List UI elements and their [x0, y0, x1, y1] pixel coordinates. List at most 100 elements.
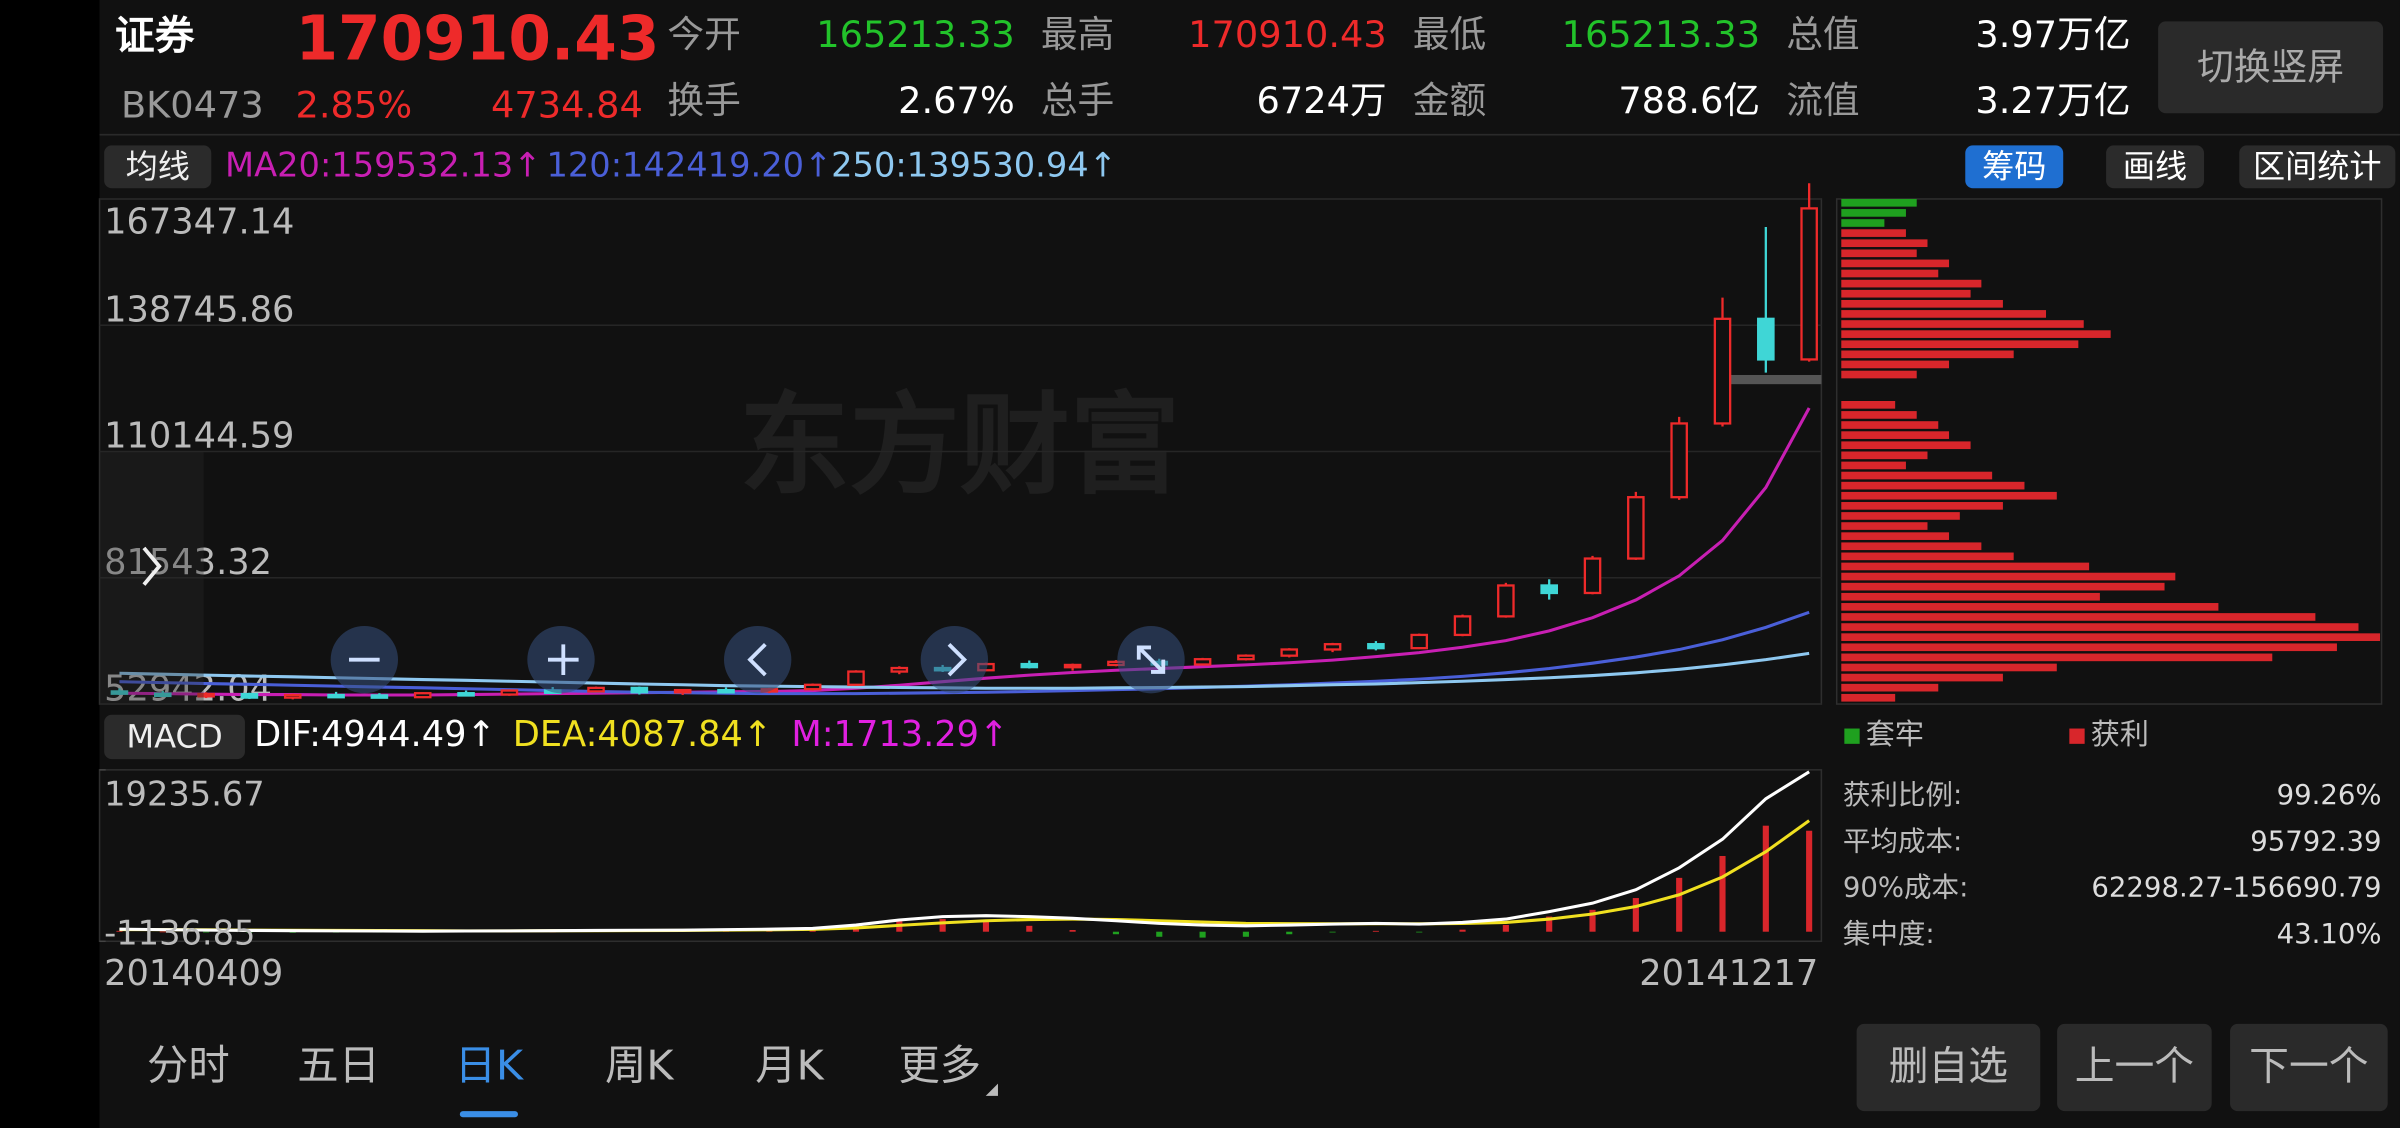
ma-line	[119, 610, 1810, 696]
macd-bar	[1372, 930, 1379, 932]
candle-body	[1367, 643, 1385, 650]
period-tab[interactable]: 周K	[605, 1041, 674, 1089]
chip-bar-profit	[1841, 431, 1950, 439]
chip-bar-profit	[1841, 572, 2176, 581]
nav-button[interactable]: 上一个	[2075, 1044, 2194, 1090]
candle-body	[197, 692, 215, 698]
nav-button-bg[interactable]	[2230, 1023, 2388, 1112]
ma-label: 120:142419.20↑	[546, 145, 832, 184]
tool-button-bg[interactable]	[2106, 145, 2205, 189]
zoom-button[interactable]	[920, 625, 989, 694]
candle-body	[1497, 584, 1515, 618]
chip-bar-profit	[1841, 289, 1971, 298]
chip-bar-profit	[1841, 279, 1982, 288]
field-value: 165213.33	[816, 13, 1015, 56]
tool-button[interactable]: 区间统计	[2253, 147, 2382, 185]
chip-bar-profit	[1841, 603, 2219, 611]
watermark: 东方财富	[739, 381, 1180, 509]
y-tick-label: 138745.86	[104, 289, 294, 330]
chip-bar-profit	[1841, 299, 2003, 308]
rotate-button-bg[interactable]	[2158, 21, 2384, 114]
period-tab[interactable]: 分时	[147, 1041, 230, 1089]
chip-bar-profit	[1841, 320, 2084, 328]
candle-body	[717, 688, 735, 694]
zoom-icon[interactable]	[747, 642, 767, 677]
field-label: 流值	[1786, 79, 1859, 122]
stat-label: 平均成本:	[1843, 825, 1962, 857]
candle-body	[1583, 557, 1602, 595]
chip-bar-profit	[1841, 633, 2381, 641]
macd-bar	[1199, 931, 1206, 938]
chip-bar-profit	[1841, 512, 1960, 520]
expand-arrow[interactable]	[142, 546, 162, 586]
macd-frame	[98, 769, 1823, 943]
macd-selector[interactable]: MACD	[126, 717, 222, 755]
stat-label: 集中度:	[1843, 918, 1935, 950]
chip-bar-profit	[1841, 673, 2003, 682]
macd-bar	[159, 931, 166, 933]
stock-name: 证券	[115, 13, 196, 59]
field-label: 最高	[1041, 13, 1114, 56]
macd-bar	[203, 931, 210, 933]
nav-button-bg[interactable]	[1856, 1023, 2041, 1112]
chip-bar-profit	[1841, 653, 2273, 662]
chip-bar-trapped	[1841, 219, 1885, 227]
nav-button[interactable]: 下一个	[2249, 1044, 2368, 1090]
field-label: 总手	[1041, 79, 1114, 122]
macd-bar	[1112, 931, 1119, 935]
legend-label: 获利	[2091, 717, 2149, 751]
zoom-icon[interactable]	[547, 644, 579, 675]
field-label: 今开	[667, 13, 740, 56]
tab-underline	[459, 1111, 518, 1118]
candle-body	[1237, 654, 1255, 661]
candle-body	[1540, 584, 1558, 595]
candle-body	[457, 692, 475, 697]
period-tab[interactable]: 五日	[297, 1041, 380, 1089]
chips-frame	[1835, 198, 2383, 705]
candle-body	[1713, 317, 1732, 425]
macd-bar	[1502, 924, 1509, 932]
chip-bar-profit	[1841, 350, 2014, 359]
rotate-button[interactable]: 切换竖屏	[2197, 45, 2344, 88]
macd-bar	[246, 931, 253, 933]
chip-bar-profit	[1841, 370, 1917, 379]
zoom-icon[interactable]	[1136, 645, 1166, 674]
zoom-icon[interactable]	[947, 642, 968, 677]
macd-bar	[1806, 830, 1813, 932]
period-tab[interactable]: 月K	[755, 1041, 824, 1089]
macd-bar	[1242, 931, 1249, 937]
candle-body	[500, 689, 519, 696]
tool-button-bg[interactable]	[1965, 145, 2064, 189]
tool-button[interactable]: 画线	[2123, 147, 2187, 185]
chip-bar-profit	[1841, 471, 1993, 480]
field-value: 3.97万亿	[1975, 13, 2130, 56]
candle-body	[1020, 662, 1039, 669]
chip-bar-profit	[1841, 562, 2090, 571]
field-value: 2.67%	[898, 79, 1015, 122]
chip-bar-profit	[1841, 360, 1950, 369]
tool-button-bg[interactable]	[2239, 145, 2396, 189]
candle-body	[587, 686, 605, 693]
field-value: 6724万	[1257, 79, 1387, 122]
ma-selector[interactable]: 均线	[126, 147, 190, 185]
stat-label: 获利比例:	[1843, 779, 1962, 811]
macd-tick-label: 19235.67	[104, 774, 265, 813]
nav-button[interactable]: 删自选	[1889, 1044, 2008, 1090]
chip-bar-profit	[1841, 613, 2316, 621]
candle-body	[1670, 422, 1688, 499]
chip-bar-profit	[1841, 532, 1950, 540]
macd-bar	[1026, 925, 1033, 932]
macd-selector-bg[interactable]	[104, 714, 245, 760]
ma-selector-bg[interactable]	[104, 145, 212, 189]
x-date-label: 20140409	[104, 953, 283, 994]
period-tab[interactable]: 日K	[455, 1041, 524, 1089]
nav-button-bg[interactable]	[2057, 1023, 2212, 1112]
zoom-button[interactable]	[724, 625, 792, 694]
chip-bar-profit	[1841, 643, 2337, 652]
period-tab[interactable]: 更多	[898, 1041, 981, 1089]
x-date-label: 20141217	[1639, 953, 1818, 994]
y-tick-label: 81543.32	[104, 542, 272, 583]
legend-swatch	[1844, 728, 1860, 744]
tool-button[interactable]: 筹码	[1982, 147, 2046, 185]
